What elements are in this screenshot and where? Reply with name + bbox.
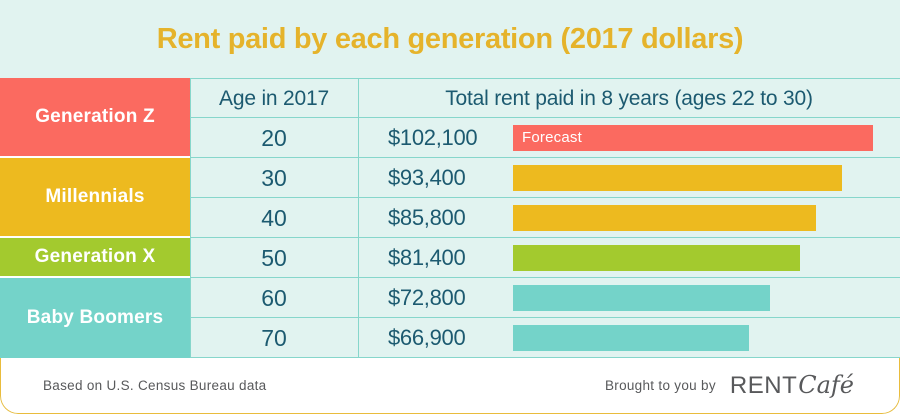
rent-value-cell: $72,800 [388, 285, 466, 310]
age-cell: 50 [261, 244, 287, 271]
age-cell: 20 [261, 124, 287, 151]
age-cell: 60 [261, 284, 287, 311]
rentcafe-logo: RENT Café [730, 371, 854, 400]
source-note: Based on U.S. Census Bureau data [43, 378, 267, 393]
grid-vline-1 [190, 78, 191, 358]
footer: Based on U.S. Census Bureau data Brought… [0, 358, 900, 414]
title-area: Rent paid by each generation (2017 dolla… [0, 0, 900, 78]
rent-value-cell: $102,100 [388, 125, 478, 150]
generation-column: Generation Z Millennials Generation X Baby … [0, 78, 190, 358]
footer-right: Brought to you by RENT Café [605, 371, 854, 400]
age-column-header: Age in 2017 [219, 86, 329, 110]
rent-bar [513, 285, 770, 311]
rent-bar: Forecast [513, 125, 873, 151]
rent-table: Generation Z Millennials Generation X Baby … [0, 78, 900, 358]
bar-annotation: Forecast [522, 129, 582, 146]
generation-label-millennials: Millennials [0, 158, 190, 238]
table-row: 20 $102,100 Forecast [190, 118, 900, 158]
rent-bar [513, 245, 800, 271]
grid-vline-2 [358, 78, 359, 358]
table-row: 40 $85,800 [190, 198, 900, 238]
rent-value-cell: $66,900 [388, 325, 466, 350]
table-header-row: Age in 2017 Total rent paid in 8 years (… [190, 78, 900, 118]
table-row: 50 $81,400 [190, 238, 900, 278]
generation-label-generation-z: Generation Z [0, 78, 190, 158]
generation-label-generation-x: Generation X [0, 238, 190, 278]
rent-value-cell: $85,800 [388, 205, 466, 230]
age-cell: 40 [261, 204, 287, 231]
age-cell: 70 [261, 324, 287, 351]
generation-label-baby-boomers: Baby Boomers [0, 278, 190, 358]
table-row: 70 $66,900 [190, 318, 900, 358]
age-cell: 30 [261, 164, 287, 191]
logo-cafe-text: Café [798, 371, 854, 399]
rent-bar [513, 325, 749, 351]
chart-title: Rent paid by each generation (2017 dolla… [156, 22, 744, 55]
table-row: 30 $93,400 [190, 158, 900, 198]
table-row: 60 $72,800 [190, 278, 900, 318]
rent-value-cell: $93,400 [388, 165, 466, 190]
logo-rent-text: RENT [729, 372, 798, 399]
rent-value-cell: $81,400 [388, 245, 466, 270]
rent-bar [513, 165, 842, 191]
brought-to-you-by-label: Brought to you by [604, 378, 716, 393]
rent-bar [513, 205, 816, 231]
total-rent-column-header: Total rent paid in 8 years (ages 22 to 3… [445, 86, 813, 110]
